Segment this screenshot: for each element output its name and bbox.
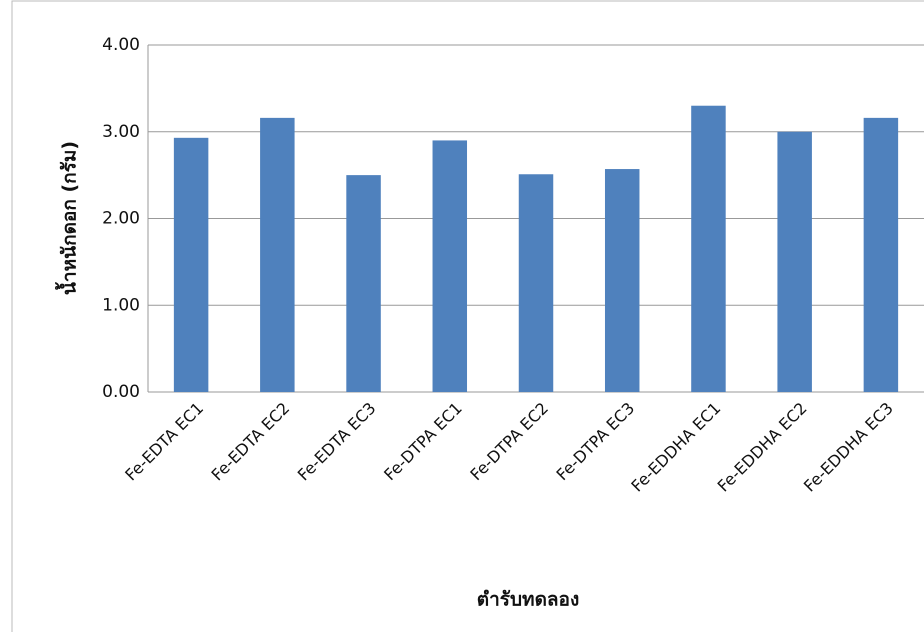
y-axis-title: น้ำหนักดอก (กรัม)	[55, 141, 81, 295]
x-tick-label: Fe-EDDHA EC1	[627, 399, 724, 496]
x-tick-label: Fe-DTPA EC1	[380, 399, 466, 485]
chart-frame	[11, 0, 924, 632]
y-tick-label: 2.00	[102, 209, 140, 229]
bar	[863, 117, 899, 393]
y-tick-label: 4.00	[102, 35, 140, 55]
bar	[777, 131, 812, 392]
x-tick-label: Fe-EDTA EC3	[294, 399, 380, 485]
x-tick-label: Fe-EDDHA EC3	[800, 399, 897, 496]
bar	[691, 105, 726, 392]
y-tick-label: 3.00	[102, 122, 140, 142]
y-tick-label: 1.00	[102, 295, 140, 315]
bar	[173, 137, 209, 392]
x-tick-label: Fe-EDTA EC2	[207, 399, 293, 485]
x-axis-title: ตำรับทดลอง	[477, 589, 579, 611]
x-tick-label: Fe-DTPA EC3	[553, 399, 639, 485]
x-tick-label: Fe-DTPA EC2	[466, 399, 552, 485]
bar	[604, 169, 640, 392]
bar	[518, 174, 554, 392]
bar	[346, 175, 381, 392]
x-tick-label: Fe-EDDHA EC2	[714, 399, 811, 496]
x-tick-label: Fe-EDTA EC1	[121, 399, 207, 485]
bar	[260, 117, 295, 393]
y-tick-label: 0.00	[102, 382, 140, 402]
bar	[432, 140, 468, 392]
